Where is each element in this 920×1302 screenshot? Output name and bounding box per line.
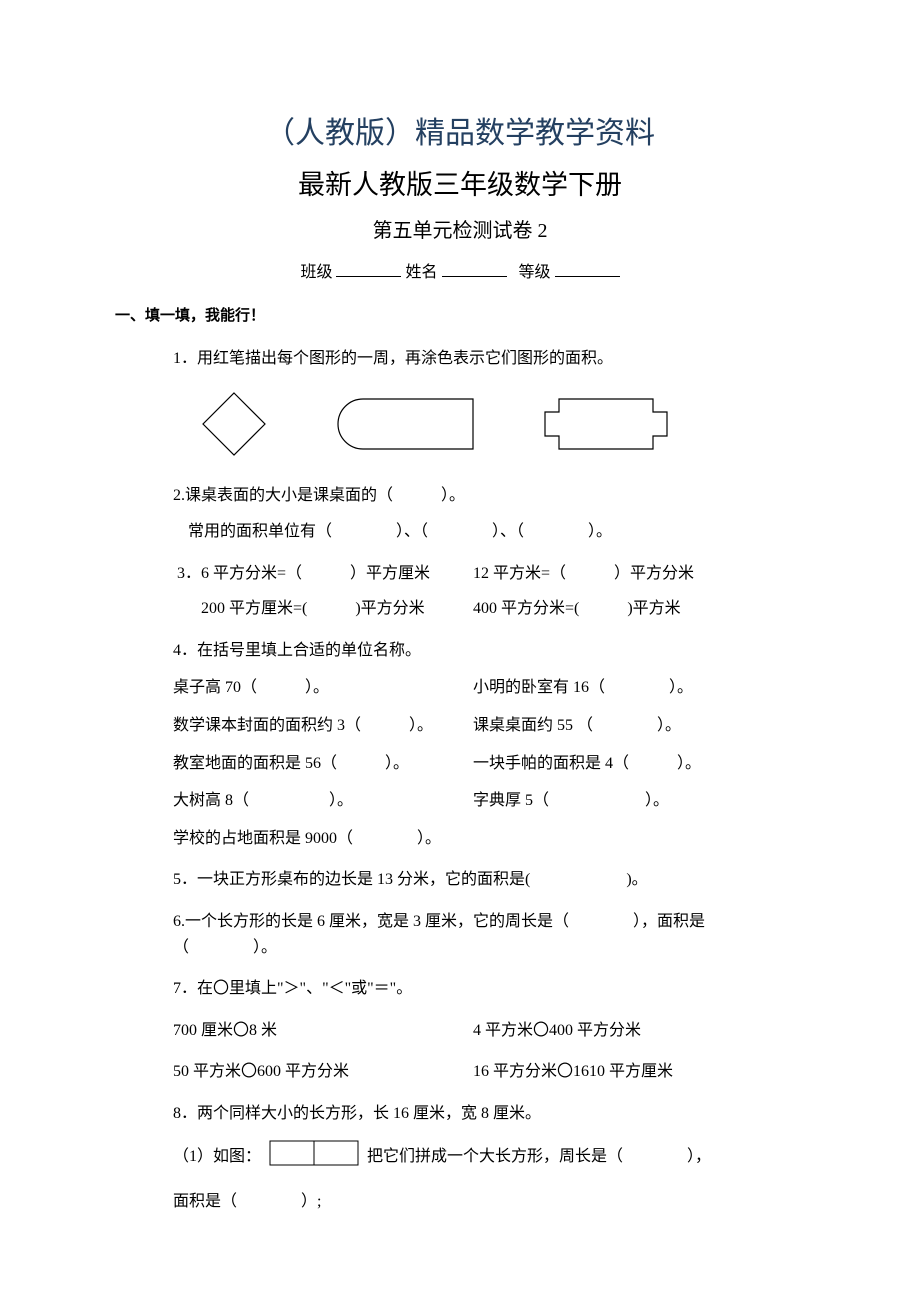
- q7-2b: 16 平方分米〇1610 平方厘米: [473, 1059, 805, 1085]
- class-label: 班级: [300, 264, 332, 281]
- question-1: 1．用红笔描出每个图形的一周，再涂色表示它们图形的面积。: [115, 346, 805, 372]
- q2a-text: 2.课桌表面的大小是课桌面的（ ）。: [173, 487, 465, 504]
- q8-1b: 把它们拼成一个大长方形，周长是（ ），: [367, 1148, 711, 1165]
- q3a: 3．6 平方分米=（ ）平方厘米: [173, 561, 473, 587]
- name-label: 姓名: [405, 264, 437, 281]
- q8-2: 面积是（ ）;: [173, 1193, 321, 1210]
- info-line: 班级 姓名 等级: [115, 259, 805, 286]
- class-blank[interactable]: [336, 259, 401, 277]
- shapes-row: [197, 387, 805, 461]
- cross-shape: [541, 394, 671, 454]
- q7-text: 7．在〇里填上"＞"、"＜"或"＝"。: [173, 980, 412, 997]
- q4-1b: 小明的卧室有 16（ ）。: [473, 675, 805, 701]
- q4-4b: 字典厚 5（ ）。: [473, 788, 805, 814]
- q4-1a: 桌子高 70（ ）。: [173, 675, 473, 701]
- grade-blank[interactable]: [555, 259, 620, 277]
- q1-text: 1．用红笔描出每个图形的一周，再涂色表示它们图形的面积。: [173, 350, 613, 367]
- q4-text: 4．在括号里填上合适的单位名称。: [173, 642, 421, 659]
- q3d: 400 平方分米=( )平方米: [473, 596, 805, 622]
- q7-1b: 4 平方米〇400 平方分米: [473, 1018, 805, 1044]
- q4-3a: 教室地面的面积是 56（ ）。: [173, 751, 473, 777]
- q2b-text: 常用的面积单位有（ ）、（ ）、（ ）。: [173, 519, 805, 545]
- section-1-header: 一、填一填，我能行！: [115, 304, 805, 328]
- q3b: 12 平方米=（ ）平方分米: [473, 561, 805, 587]
- question-8: 8．两个同样大小的长方形，长 16 厘米，宽 8 厘米。 （1）如图： 把它们拼…: [115, 1101, 805, 1215]
- title-test: 第五单元检测试卷 2: [115, 215, 805, 247]
- q4-3b: 一块手帕的面积是 4（ ）。: [473, 751, 805, 777]
- question-4: 4．在括号里填上合适的单位名称。 桌子高 70（ ）。 小明的卧室有 16（ ）…: [115, 638, 805, 852]
- q8-text: 8．两个同样大小的长方形，长 16 厘米，宽 8 厘米。: [173, 1105, 541, 1122]
- q4-4a: 大树高 8（ ）。: [173, 788, 473, 814]
- title-main: （人教版）精品数学教学资料: [115, 110, 805, 158]
- title-sub: 最新人教版三年级数学下册: [115, 164, 805, 207]
- question-3: 3．6 平方分米=（ ）平方厘米 12 平方米=（ ）平方分米 200 平方厘米…: [115, 561, 805, 622]
- q4-2b: 课桌桌面约 55 （ ）。: [473, 713, 805, 739]
- question-2: 2.课桌表面的大小是课桌面的（ ）。 常用的面积单位有（ ）、（ ）、（ ）。: [115, 483, 805, 544]
- diamond-shape: [197, 387, 271, 461]
- name-blank[interactable]: [442, 259, 507, 277]
- q4-5: 学校的占地面积是 9000（ ）。: [173, 826, 441, 852]
- q7-1a: 700 厘米〇8 米: [173, 1018, 473, 1044]
- stadium-shape: [333, 394, 479, 454]
- grade-label: 等级: [519, 264, 551, 281]
- q4-2a: 数学课本封面的面积约 3（ ）。: [173, 713, 473, 739]
- question-5: 5．一块正方形桌布的边长是 13 分米，它的面积是( )。: [115, 867, 805, 893]
- q6-text: 6.一个长方形的长是 6 厘米，宽是 3 厘米，它的周长是（ ），面积是（ ）。: [173, 913, 705, 956]
- q8-1a: （1）如图：: [173, 1148, 261, 1165]
- question-7: 7．在〇里填上"＞"、"＜"或"＝"。 700 厘米〇8 米 4 平方米〇400…: [115, 976, 805, 1085]
- q3c: 200 平方厘米=( )平方分米: [173, 596, 473, 622]
- q5-text: 5．一块正方形桌布的边长是 13 分米，它的面积是( )。: [173, 871, 648, 888]
- question-6: 6.一个长方形的长是 6 厘米，宽是 3 厘米，它的周长是（ ），面积是（ ）。: [115, 909, 805, 960]
- q7-2a: 50 平方米〇600 平方分米: [173, 1059, 473, 1085]
- inline-rectangles: [269, 1140, 359, 1175]
